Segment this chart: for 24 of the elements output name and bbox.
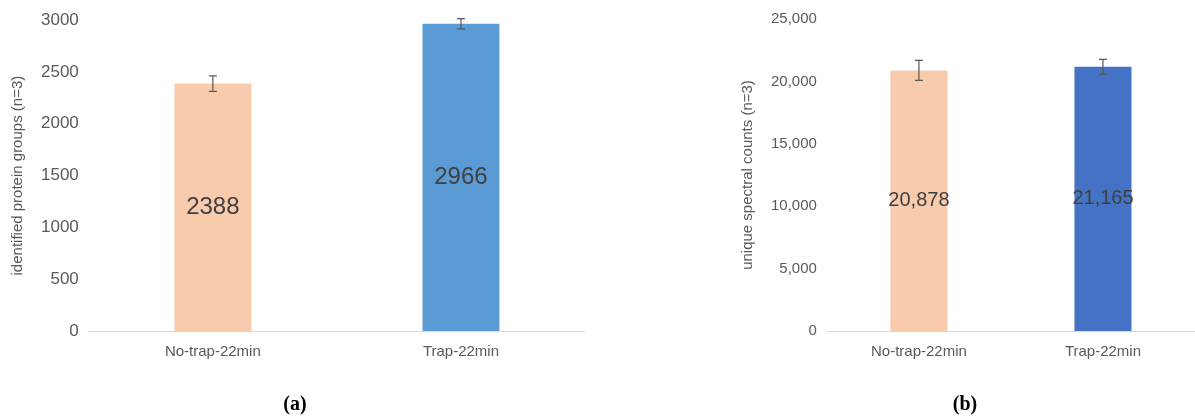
x-tick-label: Trap-22min <box>422 342 500 360</box>
data-label: 2966 <box>434 161 488 189</box>
x-tick-label: No-trap-22min <box>870 342 967 360</box>
y-tick-label: 2000 <box>40 113 79 133</box>
y-tick-label: 10,000 <box>770 196 817 214</box>
y-axis-title: identified protein groups (n=3) <box>8 75 26 276</box>
y-axis-title: unique spectral counts (n=3) <box>738 80 756 270</box>
y-tick-label: 15,000 <box>770 133 817 151</box>
y-tick-label: 500 <box>50 268 79 288</box>
data-label: 2388 <box>186 191 240 219</box>
y-tick-label: 2500 <box>40 61 79 81</box>
y-tick-label: 1000 <box>40 217 79 237</box>
x-tick-label: Trap-22min <box>1064 342 1142 360</box>
data-label: 20,878 <box>888 188 950 211</box>
y-tick-label: 25,000 <box>770 9 817 27</box>
y-tick-label: 1500 <box>40 165 79 185</box>
y-tick-label: 5,000 <box>779 258 817 276</box>
x-tick-label: No-trap-22min <box>164 342 261 360</box>
y-tick-label: 0 <box>808 321 817 339</box>
text: (a) <box>283 392 307 416</box>
y-tick-label: 3000 <box>40 9 79 29</box>
y-tick-label: 0 <box>69 320 79 340</box>
text: (b) <box>952 392 978 416</box>
y-tick-label: 20,000 <box>770 71 817 89</box>
